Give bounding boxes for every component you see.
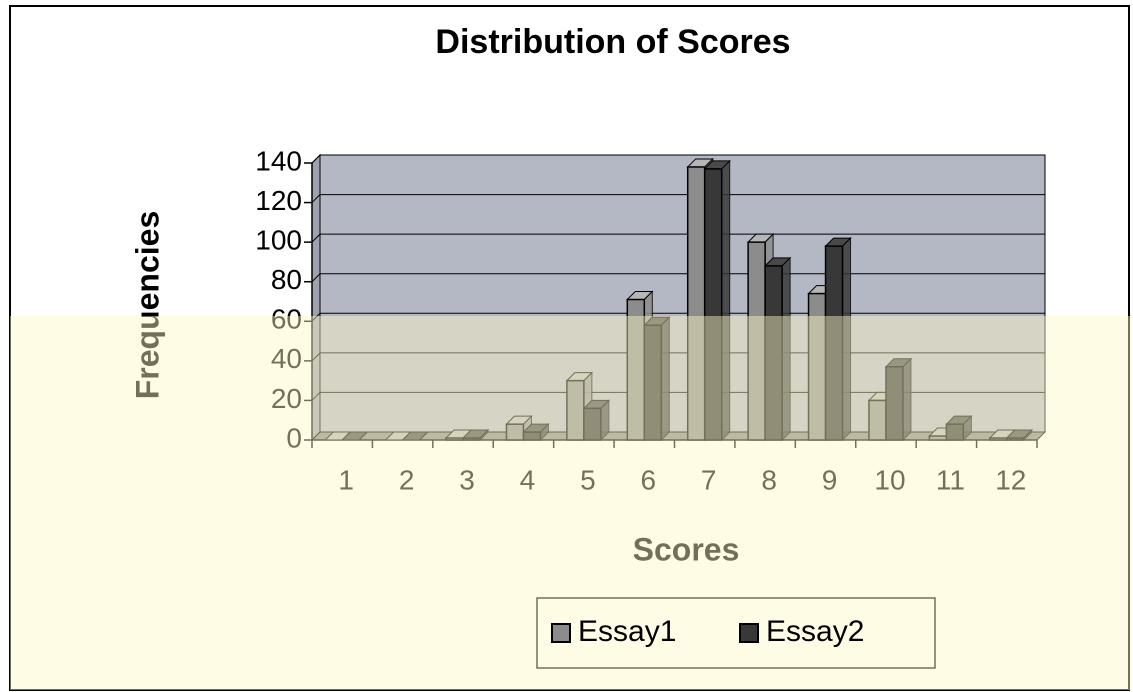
grid-line: [311, 431, 1045, 441]
grid-line: [311, 273, 1045, 283]
bar: [885, 366, 904, 441]
y-tick-label: 60: [271, 304, 302, 335]
bar: [1006, 437, 1025, 441]
y-tick-label: 140: [255, 145, 302, 176]
x-axis-label: Scores: [633, 531, 740, 567]
x-tick-label: 12: [995, 464, 1026, 495]
x-tick-label: 6: [641, 464, 657, 495]
grid-line: [311, 154, 1045, 164]
bar: [764, 265, 783, 441]
x-tick-label: 10: [874, 464, 905, 495]
bar: [522, 431, 542, 441]
x-tick-label: 9: [822, 464, 838, 495]
grid-line: [311, 194, 1045, 203]
y-tick-label: 100: [255, 225, 302, 256]
legend-swatch: [551, 623, 571, 643]
bar: [583, 407, 602, 441]
y-tick-label: 80: [271, 264, 302, 295]
bar-side: [358, 431, 368, 441]
grid-line: [311, 352, 1045, 362]
grid-line: [311, 391, 1045, 401]
legend-swatch: [739, 623, 759, 643]
x-tick-label: 3: [459, 464, 475, 495]
x-tick-label: 1: [338, 464, 354, 495]
bar: [643, 324, 663, 441]
legend-box: [536, 597, 936, 669]
y-tick-label: 20: [271, 383, 302, 414]
x-tick-label: 5: [580, 464, 596, 495]
y-tick-label: 40: [271, 343, 302, 374]
chart-title: Distribution of Scores: [435, 23, 790, 61]
x-tick-label: 11: [936, 464, 965, 495]
bar: [945, 423, 965, 441]
x-tick-label: 2: [399, 464, 415, 495]
y-tick-label: 120: [255, 185, 302, 216]
frame: [9, 5, 1130, 691]
x-tick-label: 4: [520, 464, 536, 495]
y-tick-label: 0: [286, 422, 302, 453]
y-axis-label: Frequencies: [129, 211, 165, 400]
grid-line: [311, 233, 1045, 243]
bar-side: [419, 431, 428, 441]
grid-line: [311, 312, 1045, 322]
bar: [703, 168, 723, 441]
legend-label: Essay2: [766, 615, 864, 648]
x-tick-label: 7: [701, 464, 717, 495]
legend-label: Essay1: [578, 615, 676, 648]
x-tick-label: 8: [761, 464, 777, 495]
bar: [462, 437, 481, 441]
bar: [824, 245, 844, 441]
